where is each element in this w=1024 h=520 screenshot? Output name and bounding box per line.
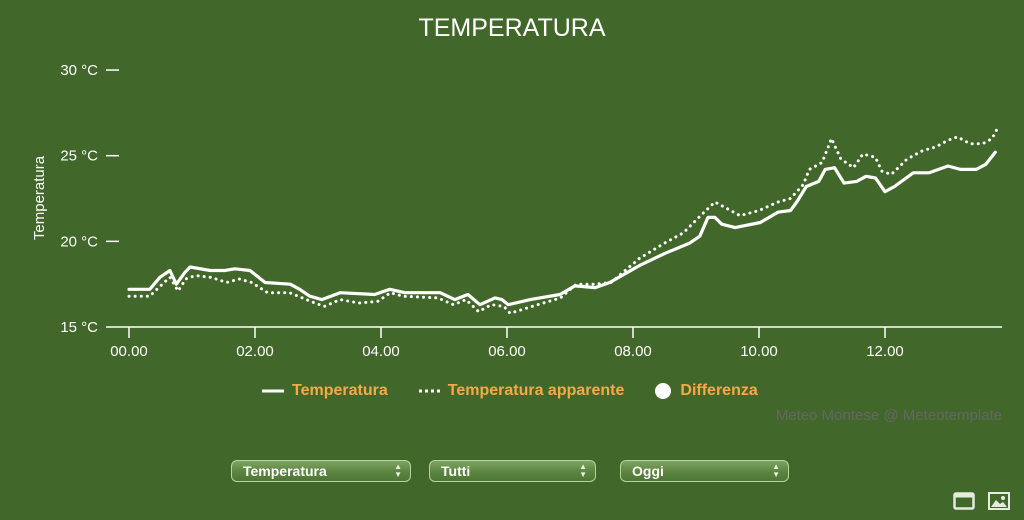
image-icon[interactable] [988, 492, 1010, 510]
x-tick-label: 12.00 [866, 343, 904, 360]
chart-legend: Temperatura Temperatura apparente Differ… [262, 382, 788, 400]
station-select-value: Tutti [441, 463, 471, 479]
period-select[interactable]: Oggi ▲ ▼ [620, 460, 789, 482]
y-tick-label: 25 °C [60, 148, 98, 165]
dotted-line-icon [418, 389, 440, 393]
legend-label: Temperatura apparente [447, 382, 625, 399]
circle-icon [655, 383, 672, 399]
x-tick-label: 06.00 [488, 343, 526, 360]
legend-item-differenza[interactable]: Differenza [654, 382, 758, 400]
x-tick-label: 02.00 [236, 343, 274, 360]
y-tick-label: 20 °C [60, 233, 98, 250]
chart-credits[interactable]: Meteo Montese @ Meteotemplate [775, 407, 1002, 424]
period-select-value: Oggi [632, 463, 664, 479]
chart-title: TEMPERATURA [418, 14, 606, 42]
series-group [127, 125, 1000, 315]
y-axis-title: Temperatura [31, 155, 48, 240]
legend-label: Differenza [680, 382, 758, 399]
solid-line-icon [262, 389, 284, 393]
parameter-select[interactable]: Temperatura ▲ ▼ [231, 460, 411, 482]
x-tick-label: 08.00 [614, 343, 652, 360]
x-tick-label: 00.00 [110, 343, 148, 360]
legend-item-temperatura-apparente[interactable]: Temperatura apparente [418, 382, 625, 400]
station-select[interactable]: Tutti ▲ ▼ [429, 460, 596, 482]
x-axis: 00.00 02.00 04.00 06.00 08.00 10.00 12.00 [106, 326, 1002, 360]
y-axis: 15 °C 20 °C 25 °C 30 °C [60, 62, 119, 336]
select-arrows-icon: ▲ ▼ [579, 462, 587, 479]
parameter-select-value: Temperatura [243, 463, 327, 479]
select-arrows-icon: ▲ ▼ [394, 462, 402, 479]
legend-item-temperatura[interactable]: Temperatura [262, 382, 388, 400]
series-temperatura[interactable] [127, 150, 997, 307]
window-icon[interactable] [953, 492, 975, 510]
x-tick-label: 10.00 [740, 343, 778, 360]
y-tick-label: 15 °C [60, 319, 98, 336]
legend-label: Temperatura [292, 382, 388, 399]
series-temperatura-apparente[interactable] [127, 125, 1000, 315]
y-tick-label: 30 °C [60, 62, 98, 79]
select-arrows-icon: ▲ ▼ [772, 462, 780, 479]
x-tick-label: 04.00 [362, 343, 400, 360]
